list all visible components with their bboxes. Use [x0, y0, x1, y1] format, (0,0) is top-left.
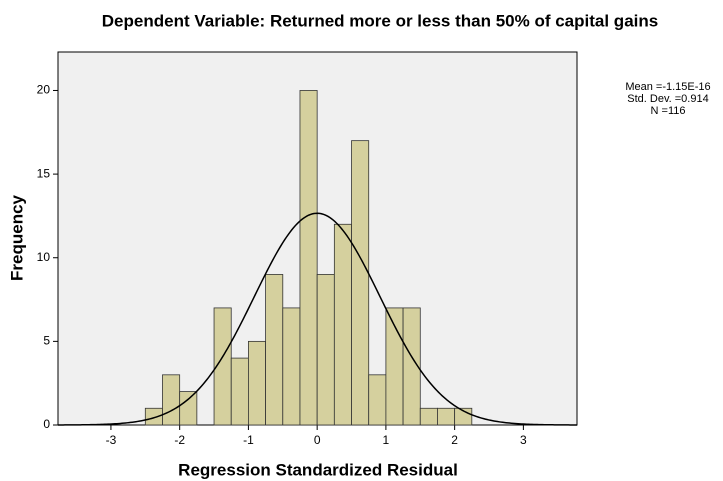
- bar: [402, 307, 421, 426]
- bar: [368, 374, 387, 426]
- y-tick-label: 5: [43, 334, 50, 348]
- bar: [299, 90, 318, 426]
- chart-title: Dependent Variable: Returned more or les…: [102, 11, 658, 30]
- x-tick-label: 0: [314, 433, 321, 447]
- stat-mean: Mean =-1.15E-16: [625, 81, 710, 93]
- stat-sd: Std. Dev. =0.914: [627, 93, 708, 105]
- bar: [333, 223, 352, 426]
- bar: [351, 140, 370, 426]
- x-axis-label: Regression Standardized Residual: [178, 460, 458, 479]
- y-tick-label: 10: [37, 250, 51, 264]
- bar: [316, 274, 335, 426]
- stat-n: N =116: [651, 105, 686, 117]
- normal-curve: [57, 212, 578, 426]
- bar: [282, 307, 301, 426]
- x-tick-label: -1: [243, 433, 254, 447]
- x-tick-label: 1: [383, 433, 390, 447]
- x-tick-label: 2: [451, 433, 458, 447]
- x-tick-label: 3: [520, 433, 527, 447]
- bar: [419, 407, 438, 426]
- bar: [248, 340, 266, 426]
- y-tick-label: 0: [43, 417, 50, 431]
- y-tick-label: 15: [37, 166, 51, 180]
- bar: [162, 374, 181, 426]
- bar: [144, 407, 163, 426]
- bar: [179, 391, 198, 426]
- bar: [265, 274, 284, 426]
- y-tick-label: 20: [37, 83, 51, 97]
- x-tick-label: -2: [174, 433, 185, 447]
- bar: [437, 407, 456, 426]
- y-axis-label: Frequency: [7, 194, 26, 281]
- x-tick-label: -3: [106, 433, 117, 447]
- bar: [230, 357, 249, 426]
